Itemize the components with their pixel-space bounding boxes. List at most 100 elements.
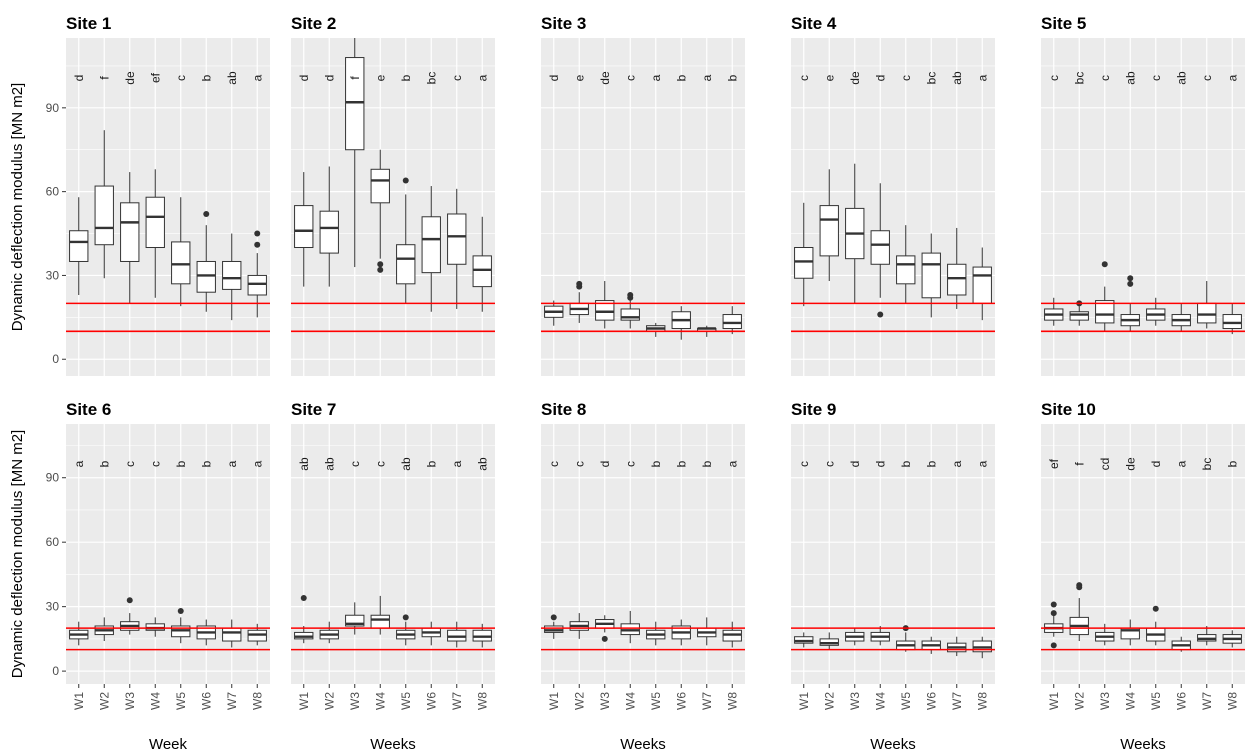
box-w5 (171, 197, 191, 307)
box-iqr (472, 255, 492, 288)
significance-letter: bc (1072, 72, 1086, 85)
box-w5 (171, 607, 191, 644)
box-w1 (544, 614, 564, 639)
significance-letter: a (72, 460, 86, 467)
panel-site-2: Site 2 d d f e b bc c a (291, 14, 495, 376)
significance-letter: c (797, 461, 811, 467)
significance-letter: c (1200, 75, 1214, 81)
box-iqr (1222, 314, 1242, 330)
y-tick-label: 60 (46, 535, 60, 549)
significance-letter: c (623, 75, 637, 81)
box-w7 (447, 621, 467, 648)
panel-background (1041, 38, 1245, 376)
x-tick-label: W1 (797, 692, 811, 710)
x-axis-title: Weeks (870, 736, 916, 753)
significance-letter: c (1098, 75, 1112, 81)
outlier-point (601, 635, 608, 642)
box-w1 (294, 172, 314, 287)
significance-letter: ab (1123, 71, 1137, 85)
y-axis-title: Dynamic deflection modulus [MN m2] (9, 430, 26, 678)
box-w6 (1171, 303, 1191, 332)
significance-letter: d (72, 75, 86, 82)
x-axis-title: Week (149, 736, 188, 753)
outlier-point (627, 291, 634, 298)
outlier-point (177, 607, 184, 614)
outlier-point (402, 614, 409, 621)
x-tick-label: W5 (1149, 692, 1163, 710)
x-tick-label: W3 (348, 692, 362, 710)
panel-title: Site 6 (66, 400, 111, 419)
outlier-point (300, 595, 307, 602)
significance-letter: a (700, 74, 714, 81)
significance-letter: bc (424, 72, 438, 85)
box-w4 (145, 169, 165, 298)
box-iqr (794, 247, 814, 279)
significance-letter: c (547, 461, 561, 467)
box-iqr (319, 210, 339, 254)
significance-letter: b (399, 74, 413, 81)
box-iqr (1069, 311, 1089, 321)
box-iqr (421, 216, 441, 274)
significance-letter: b (199, 74, 213, 81)
outlier-point (1050, 610, 1057, 617)
significance-letter: b (899, 460, 913, 467)
significance-letter: d (873, 461, 887, 468)
box-w4 (870, 183, 890, 318)
box-w8 (972, 636, 992, 659)
significance-letter: c (899, 75, 913, 81)
box-iqr (145, 196, 165, 249)
box-w2 (1069, 582, 1089, 642)
panel-site-4: Site 4 c e de d c bc ab a (791, 14, 995, 376)
box-w8 (1222, 630, 1242, 648)
outlier-point (254, 230, 261, 237)
x-tick-label: W8 (250, 692, 264, 710)
box-w3 (120, 597, 140, 635)
x-tick-label: W2 (1072, 692, 1086, 710)
box-iqr (222, 260, 242, 290)
significance-letter: d (1149, 461, 1163, 468)
panel-background (541, 38, 745, 376)
significance-letter: de (598, 71, 612, 85)
significance-letter: c (450, 75, 464, 81)
box-iqr (722, 314, 742, 330)
box-w3 (345, 38, 365, 268)
significance-letter: d (547, 75, 561, 82)
box-w3 (845, 163, 865, 304)
box-w8 (472, 623, 492, 648)
x-tick-label: W5 (649, 692, 663, 710)
box-iqr (870, 230, 890, 265)
box-iqr (120, 202, 140, 262)
y-tick-label: 0 (52, 664, 59, 678)
panel-site-8: Site 8 c c d c b b b a W1 W2 W3 W4 W5 W6 W7 W8 Weeks (541, 400, 745, 753)
outlier-point (402, 177, 409, 184)
panel-title: Site 5 (1041, 14, 1086, 33)
box-w6 (196, 619, 216, 646)
box-iqr (196, 260, 216, 293)
box-w2 (94, 617, 114, 642)
significance-letter: b (674, 460, 688, 467)
panel-title: Site 9 (791, 400, 836, 419)
box-w5 (896, 225, 916, 304)
panel-title: Site 4 (791, 14, 837, 33)
x-tick-label: W4 (1123, 692, 1137, 710)
outlier-point (1101, 261, 1108, 268)
box-iqr (972, 266, 992, 304)
x-tick-label: W8 (725, 692, 739, 710)
significance-letter: c (1047, 75, 1061, 81)
significance-letter: a (950, 460, 964, 467)
significance-letter: ab (1174, 71, 1188, 85)
box-w7 (947, 636, 967, 657)
x-tick-label: W7 (950, 692, 964, 710)
significance-letter: ab (297, 457, 311, 471)
box-iqr (247, 274, 267, 296)
significance-letter: e (822, 74, 836, 81)
box-w3 (120, 172, 140, 304)
box-iqr (896, 255, 916, 285)
significance-letter: c (1149, 75, 1163, 81)
significance-letter: c (572, 461, 586, 467)
significance-letter: a (649, 74, 663, 81)
significance-letter: d (598, 461, 612, 468)
y-tick-label: 30 (46, 600, 60, 614)
box-w2 (319, 166, 339, 287)
box-w6 (196, 210, 216, 312)
